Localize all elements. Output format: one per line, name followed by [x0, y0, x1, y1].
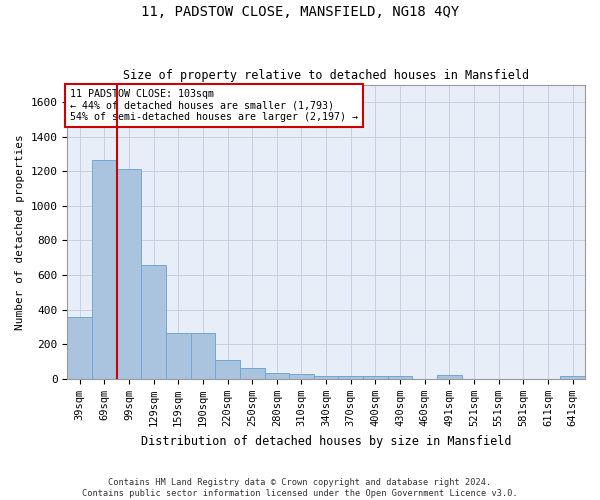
Bar — [215, 360, 240, 379]
Bar — [314, 376, 338, 379]
Bar — [388, 376, 412, 379]
Bar — [67, 316, 92, 379]
Bar — [289, 374, 314, 379]
Bar — [92, 160, 116, 379]
Text: 11 PADSTOW CLOSE: 103sqm
← 44% of detached houses are smaller (1,793)
54% of sem: 11 PADSTOW CLOSE: 103sqm ← 44% of detach… — [70, 89, 358, 122]
Bar — [240, 368, 265, 379]
Bar — [560, 376, 585, 379]
Bar — [265, 373, 289, 379]
Bar — [191, 333, 215, 379]
Text: 11, PADSTOW CLOSE, MANSFIELD, NG18 4QY: 11, PADSTOW CLOSE, MANSFIELD, NG18 4QY — [141, 5, 459, 19]
Bar — [363, 376, 388, 379]
Y-axis label: Number of detached properties: Number of detached properties — [15, 134, 25, 330]
X-axis label: Distribution of detached houses by size in Mansfield: Distribution of detached houses by size … — [141, 434, 511, 448]
Bar — [166, 333, 191, 379]
Bar — [141, 264, 166, 379]
Bar — [437, 376, 462, 379]
Bar — [338, 376, 363, 379]
Text: Contains HM Land Registry data © Crown copyright and database right 2024.
Contai: Contains HM Land Registry data © Crown c… — [82, 478, 518, 498]
Bar — [116, 170, 141, 379]
Title: Size of property relative to detached houses in Mansfield: Size of property relative to detached ho… — [123, 69, 529, 82]
